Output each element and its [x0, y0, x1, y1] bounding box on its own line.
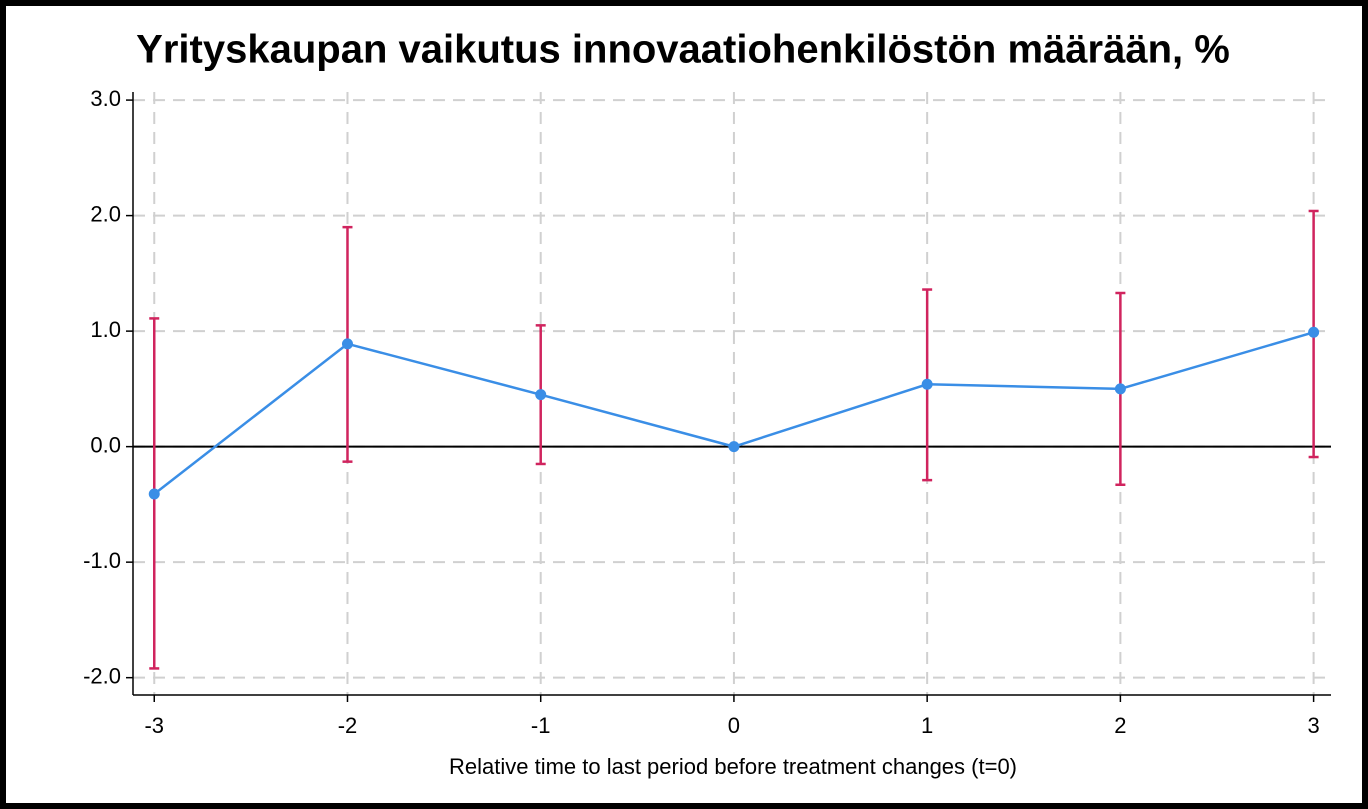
y-tick-label: 0.0 [90, 432, 121, 457]
y-tick-label: -1.0 [83, 548, 121, 573]
point [728, 441, 740, 453]
x-tick-label: 1 [921, 713, 933, 738]
x-tick-label: 3 [1307, 713, 1319, 738]
chart-background [6, 6, 1362, 803]
point [535, 389, 547, 401]
x-tick-label: -2 [338, 713, 358, 738]
point [148, 488, 160, 500]
y-tick-label: 1.0 [90, 317, 121, 342]
point [921, 378, 933, 390]
y-tick-label: 3.0 [90, 86, 121, 111]
point [341, 338, 353, 350]
y-tick-label: -2.0 [83, 663, 121, 688]
x-tick-label: 2 [1114, 713, 1126, 738]
point [1308, 326, 1320, 338]
x-axis-label: Relative time to last period before trea… [449, 754, 1017, 779]
x-tick-label: -1 [531, 713, 551, 738]
chart-title: Yrityskaupan vaikutus innovaatiohenkilös… [136, 28, 1230, 72]
y-tick-label: 2.0 [90, 201, 121, 226]
x-tick-label: 0 [728, 713, 740, 738]
x-tick-label: -3 [144, 713, 164, 738]
point [1114, 383, 1126, 395]
